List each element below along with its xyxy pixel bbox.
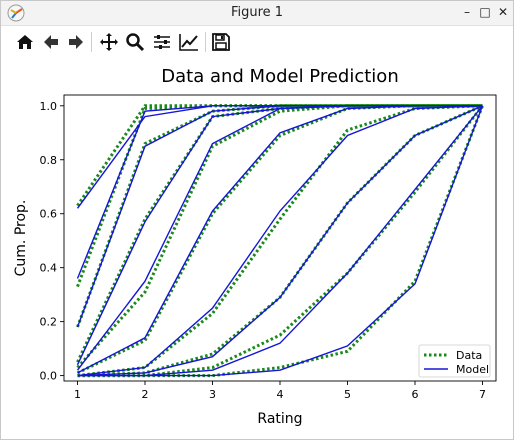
- x-axis-label: Rating: [257, 411, 302, 427]
- edit-axis-icon: [179, 34, 198, 51]
- data-series-line-6: [76, 104, 483, 375]
- close-button[interactable]: ✕: [497, 5, 509, 19]
- model-series-line-10: [77, 105, 484, 377]
- pan-button[interactable]: [97, 30, 121, 54]
- chart-title: Data and Model Prediction: [161, 66, 398, 87]
- data-series-line-5: [76, 104, 483, 369]
- maximize-button[interactable]: □: [479, 5, 491, 19]
- home-button[interactable]: [13, 30, 37, 54]
- zoom-icon: [126, 33, 145, 52]
- x-tick-label: 3: [209, 388, 216, 401]
- model-series-line-2: [76, 105, 483, 279]
- y-tick-label: 0.0: [40, 370, 58, 383]
- save-button[interactable]: [209, 30, 233, 54]
- y-tick-label: 1.0: [40, 100, 58, 113]
- configure-subplots-icon: [154, 35, 170, 49]
- model-series-line-4: [76, 105, 483, 366]
- model-series-line-8: [77, 105, 483, 377]
- model-series-line-6: [77, 105, 483, 374]
- y-axis-label: Cum. Prop.: [13, 200, 29, 277]
- pan-icon: [100, 33, 118, 51]
- x-tick-label: 4: [277, 388, 284, 401]
- model-series-line-5: [76, 105, 483, 371]
- forward-button[interactable]: [64, 30, 88, 54]
- matplotlib-app-icon: [7, 4, 25, 22]
- save-icon: [212, 33, 230, 51]
- model-series-line-1: [76, 105, 483, 209]
- legend-data-label: Data: [456, 349, 482, 362]
- y-tick-label: 0.6: [40, 208, 58, 221]
- x-tick-label: 6: [412, 388, 419, 401]
- forward-arrow-icon: [69, 35, 83, 49]
- back-button[interactable]: [39, 30, 63, 54]
- x-tick-label: 5: [344, 388, 351, 401]
- x-tick-label: 7: [479, 388, 486, 401]
- navigation-toolbar: [1, 26, 513, 58]
- edit-axis-button[interactable]: [177, 30, 201, 54]
- model-series-line-3: [76, 105, 483, 328]
- model-series-line-7: [77, 105, 483, 377]
- y-tick-label: 0.2: [40, 316, 58, 329]
- y-tick-label: 0.4: [40, 262, 58, 275]
- y-tick-label: 0.8: [40, 154, 58, 167]
- data-series-line-1: [76, 104, 483, 207]
- back-arrow-icon: [44, 35, 58, 49]
- toolbar-separator: [91, 32, 92, 52]
- data-series-line-7: [77, 104, 483, 378]
- configure-subplots-button[interactable]: [150, 30, 174, 54]
- legend-model-label: Model: [456, 363, 489, 376]
- minimize-button[interactable]: –: [464, 5, 470, 19]
- data-series-line-3: [76, 104, 483, 328]
- figure-canvas[interactable]: Data and Model Prediction 1 2 3 4 5 6 7 0.0 0.2…: [1, 58, 513, 439]
- legend: Data Model: [418, 344, 491, 378]
- x-tick-label: 2: [142, 388, 149, 401]
- window-title: Figure 1: [230, 5, 284, 20]
- zoom-button[interactable]: [123, 30, 147, 54]
- toolbar-separator: [205, 32, 206, 52]
- title-bar[interactable]: Figure 1 – □ ✕: [1, 1, 513, 26]
- home-icon: [17, 35, 33, 49]
- data-series-line-4: [76, 104, 483, 363]
- data-series-line-9: [77, 104, 484, 378]
- chart: Data and Model Prediction 1 2 3 4 5 6 7 0.0 0.2…: [13, 66, 497, 427]
- x-tick-label: 1: [74, 388, 81, 401]
